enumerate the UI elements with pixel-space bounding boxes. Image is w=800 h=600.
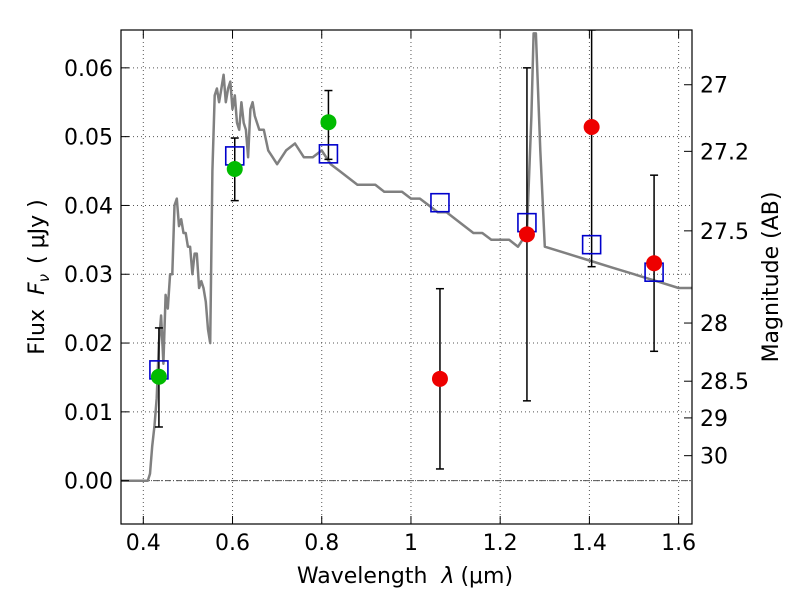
x-tick-label: 1.4 (572, 531, 607, 556)
y-tick-label: 0.06 (64, 57, 113, 82)
y-tick-label: 0.02 (64, 332, 113, 357)
y2-tick-label: 27 (700, 74, 728, 99)
detection-point (320, 114, 337, 131)
y2-tick-label: 27.5 (700, 220, 749, 245)
x-axis-title: Wavelength λ (μm) (297, 564, 513, 589)
y2-tick-label: 30 (700, 445, 728, 470)
detection-point (150, 368, 167, 385)
x-tick-label: 1.2 (483, 531, 518, 556)
non-detection-point (583, 119, 600, 136)
y2-tick-label: 29 (700, 407, 728, 432)
axis-ticks (121, 30, 692, 524)
grid (121, 30, 692, 524)
model-photometry-point (581, 234, 602, 255)
x-tick-label: 1 (404, 531, 418, 556)
plot-frame (120, 29, 693, 525)
x-tick-label: 1.6 (661, 531, 696, 556)
x-tick-label: 0.8 (304, 531, 339, 556)
y-tick-label: 0.04 (64, 194, 113, 219)
y-tick-label: 0.03 (64, 263, 113, 288)
x-tick-label: 0.4 (126, 531, 161, 556)
x-tick-label: 0.6 (215, 531, 250, 556)
plot-area (121, 30, 692, 482)
y2-axis-title: Magnitude (AB) (759, 192, 784, 363)
y2-tick-label: 28.5 (700, 370, 749, 395)
y-tick-label: 0.01 (64, 401, 113, 426)
non-detection-point (431, 370, 448, 387)
model-spectrum-line (121, 32, 692, 482)
model-photometry-point (430, 192, 450, 213)
non-detection-point (646, 255, 663, 272)
y-axis-title: FluxFν( μJy ) (25, 199, 53, 354)
y2-tick-label: 27.2 (700, 140, 749, 165)
y-tick-label: 0.05 (64, 126, 113, 151)
detection-point (226, 160, 243, 177)
y-tick-label: 0.00 (64, 470, 113, 495)
model-photometry-point (318, 144, 339, 164)
y2-tick-label: 28 (700, 312, 728, 337)
non-detection-point (518, 226, 535, 243)
